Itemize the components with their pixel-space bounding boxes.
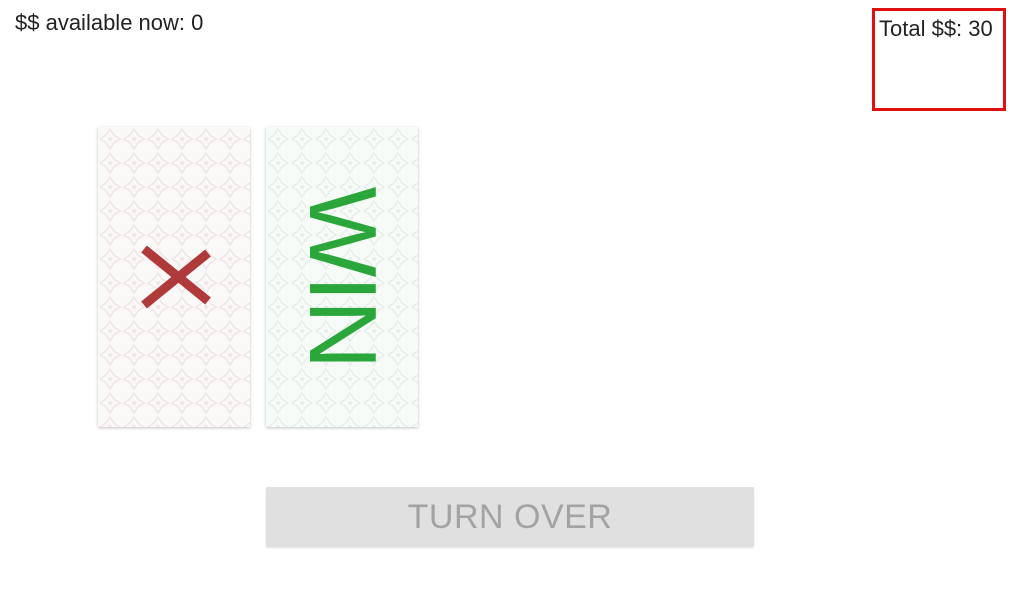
total-money-label: Total $$: 30	[879, 16, 993, 41]
turn-over-button[interactable]: TURN OVER	[266, 487, 754, 547]
total-money-box: Total $$: 30	[872, 8, 1006, 111]
win-label: WIN	[289, 186, 396, 368]
card-win[interactable]: WIN	[266, 127, 418, 427]
x-icon	[141, 245, 211, 309]
available-money-label: $$ available now: 0	[15, 10, 204, 35]
card-lose[interactable]	[98, 127, 250, 427]
card-pattern	[266, 127, 418, 427]
